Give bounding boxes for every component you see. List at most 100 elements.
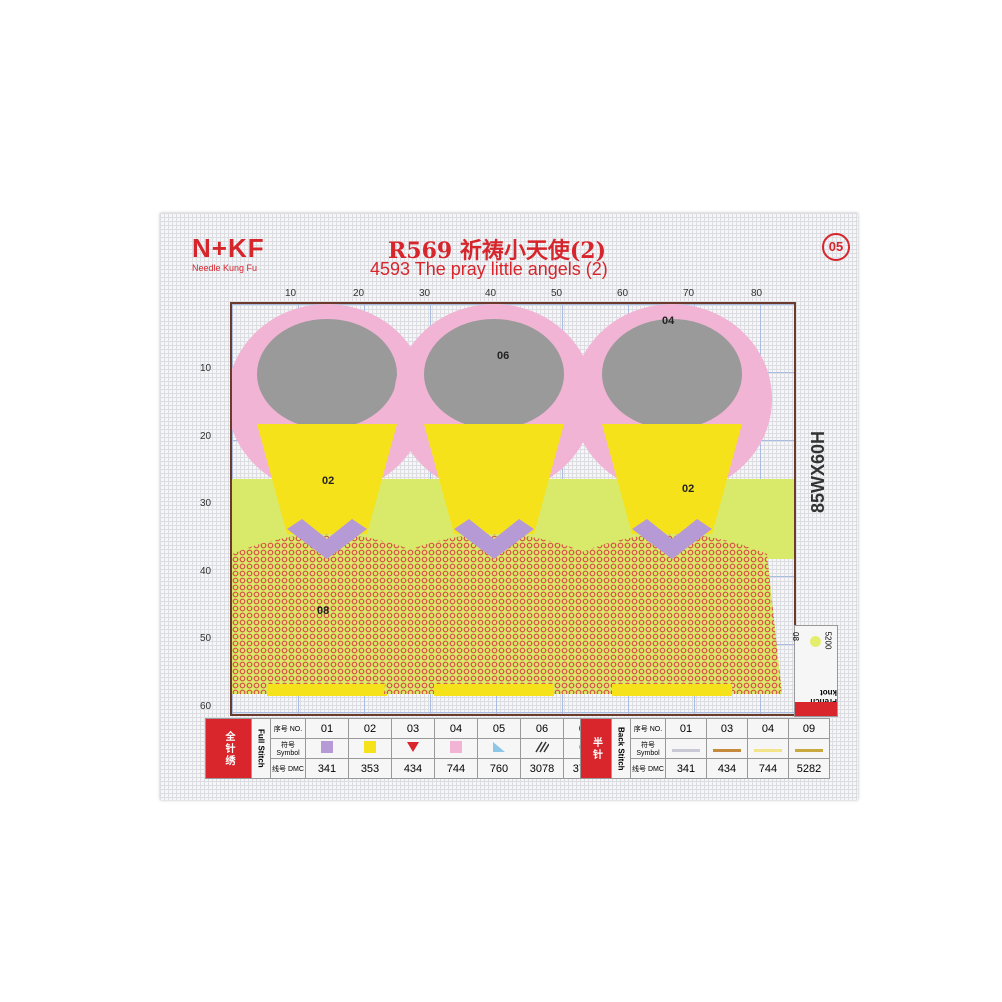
full-stitch-legend: 全针绣 Full Stitch 序号 NO.0102030405060708 符… [205, 718, 650, 779]
column-label: 50 [551, 288, 563, 299]
column-label: 80 [751, 288, 763, 299]
feet [612, 684, 732, 696]
column-label: 70 [683, 288, 695, 299]
right-triangle-icon [493, 742, 505, 752]
feet [267, 684, 387, 696]
pattern-label: 02 [682, 483, 694, 495]
legend-dmc: 341 [665, 758, 707, 779]
legend-symbol [391, 738, 435, 759]
face-yellow [424, 424, 564, 534]
legend-dmc: 341 [305, 758, 349, 779]
french-knot-red-bar [795, 702, 837, 716]
legend-no: 01 [305, 718, 349, 739]
legend-no: 04 [747, 718, 789, 739]
face-yellow [602, 424, 742, 534]
row-label-no: 序号 NO. [270, 718, 306, 739]
back-stitch-legend: 半针 Back Stitch 序号 NO. 01 03 04 09 符号 Symbol … [580, 718, 830, 779]
french-knot-no: 08 [790, 632, 800, 641]
row-label: 50 [200, 633, 212, 644]
triangle-icon [407, 742, 419, 752]
dress-dots [562, 534, 782, 694]
hatch-icon [535, 741, 550, 753]
title-english: 4593 The pray little angels (2) [370, 259, 608, 279]
french-knot-legend: 08 5200 French knot [790, 625, 838, 717]
legend-no: 05 [477, 718, 521, 739]
legend-no: 02 [348, 718, 392, 739]
row-label: 40 [200, 565, 212, 577]
legend-symbol [434, 738, 478, 759]
square-swatch [450, 741, 462, 753]
full-stitch-cn: 全针绣 [205, 718, 252, 779]
column-label: 30 [419, 288, 431, 299]
legend-symbol [305, 738, 349, 759]
legend-symbol [665, 738, 707, 759]
french-knot-symbol [810, 636, 821, 647]
legend-dmc: 744 [434, 758, 478, 779]
column-label: 20 [353, 288, 365, 299]
legend-symbol [706, 738, 748, 759]
pattern-label: 02 [322, 475, 334, 487]
row-label: 10 [200, 363, 212, 374]
row-label: 30 [200, 498, 212, 509]
legend-no: 04 [434, 718, 478, 739]
french-knot-dmc: 5200 [823, 631, 833, 650]
hands [454, 519, 534, 559]
legend-symbol [747, 738, 789, 759]
full-stitch-title: Full Stitch [251, 718, 271, 779]
pattern-label: 06 [497, 350, 509, 362]
legend-dmc: 434 [706, 758, 748, 779]
pattern-grid: 04 06 02 02 08 [217, 302, 796, 716]
column-label: 60 [617, 288, 629, 299]
legend-no: 01 [665, 718, 707, 739]
pattern-label: 08 [317, 605, 329, 617]
legend-no: 03 [706, 718, 748, 739]
legend-symbol [788, 738, 830, 759]
row-label-symbol: 符号 Symbol [630, 738, 666, 759]
row-label-symbol: 符号 Symbol [270, 738, 306, 759]
brand-subtitle: Needle Kung Fu [192, 263, 258, 273]
brand-logo: N+KF [192, 233, 265, 263]
cross-stitch-canvas: N+KF Needle Kung Fu R569 祈祷小天使(2) 4593 T… [160, 213, 858, 800]
hands [287, 519, 367, 559]
legend-dmc: 434 [391, 758, 435, 779]
dress-dots [384, 534, 604, 694]
hair-gray [602, 319, 742, 429]
face-yellow [257, 424, 397, 534]
dress-dots [217, 534, 437, 694]
back-stitch-cn: 半针 [580, 718, 612, 779]
line-swatch [754, 748, 782, 752]
row-label: 60 [200, 700, 212, 712]
pattern-label: 04 [662, 315, 675, 327]
line-swatch [713, 748, 741, 752]
angel-pattern: 04 06 02 02 08 [217, 304, 794, 696]
row-label-dmc: 线号 DMC [630, 758, 666, 779]
sheet-number: 05 [822, 233, 850, 261]
square-swatch [321, 741, 333, 753]
legend-dmc: 3078 [520, 758, 564, 779]
legend-dmc: 760 [477, 758, 521, 779]
legend-dmc: 5282 [788, 758, 830, 779]
row-label-dmc: 线号 DMC [270, 758, 306, 779]
legend-symbol [477, 738, 521, 759]
row-label-no: 序号 NO. [630, 718, 666, 739]
legend-dmc: 353 [348, 758, 392, 779]
legend-symbol [348, 738, 392, 759]
legend-no: 03 [391, 718, 435, 739]
pattern-size: 85WX60H [808, 430, 828, 513]
hands [632, 519, 712, 559]
square-swatch [364, 741, 376, 753]
legend-no: 09 [788, 718, 830, 739]
hair-gray [424, 319, 564, 429]
line-swatch [795, 748, 823, 752]
hair-gray [257, 319, 397, 429]
row-label: 20 [200, 430, 212, 442]
legend-dmc: 744 [747, 758, 789, 779]
column-label: 10 [285, 288, 297, 299]
feet [434, 684, 554, 696]
column-label: 40 [485, 288, 497, 299]
title-chinese: R569 祈祷小天使(2) [388, 238, 606, 264]
line-swatch [672, 748, 700, 752]
back-stitch-title: Back Stitch [611, 718, 631, 779]
legend-no: 06 [520, 718, 564, 739]
legend-symbol [520, 738, 564, 759]
